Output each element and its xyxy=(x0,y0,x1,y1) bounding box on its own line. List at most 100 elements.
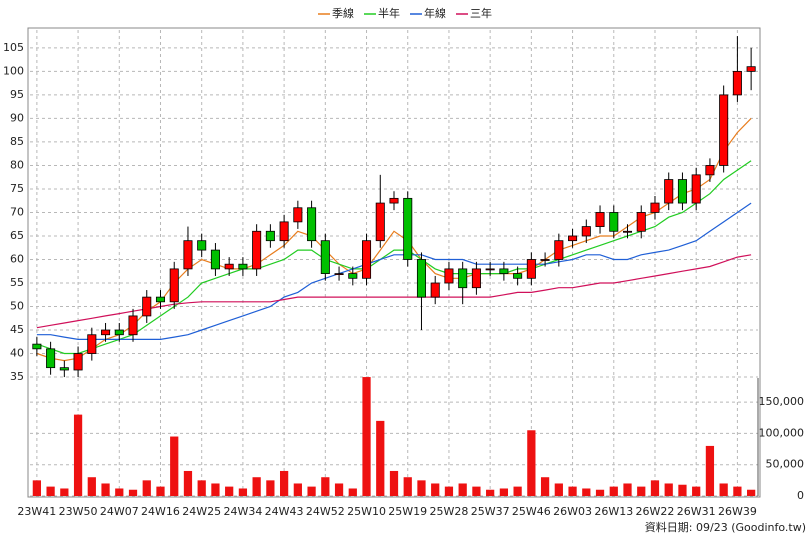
x-tick-label: 26W22 xyxy=(636,505,675,518)
y-tick-label: 105 xyxy=(3,41,24,54)
x-tick-label: 24W52 xyxy=(306,505,345,518)
candle-body xyxy=(526,259,536,279)
x-tick-label: 24W16 xyxy=(141,505,180,518)
volume-bar xyxy=(60,488,69,496)
volume-bar xyxy=(554,483,563,496)
x-tick-label: 26W13 xyxy=(594,505,633,518)
volume-bar xyxy=(321,477,330,496)
volume-bar xyxy=(266,480,275,496)
candle-body xyxy=(142,296,152,317)
x-tick-label: 24W07 xyxy=(100,505,139,518)
y-tick-label: 70 xyxy=(10,205,24,218)
volume-bar xyxy=(595,489,605,496)
legend-label: 年線 xyxy=(424,6,446,20)
candle-body xyxy=(197,240,207,251)
candle-body xyxy=(746,66,756,72)
volume-bar xyxy=(334,483,344,496)
volume-bar xyxy=(513,486,522,496)
volume-bar xyxy=(678,484,687,496)
volume-bar xyxy=(527,430,536,496)
candle-body xyxy=(513,273,523,279)
volume-bar xyxy=(115,488,124,496)
x-tick-label: 24W34 xyxy=(223,505,262,518)
volume-bar xyxy=(128,489,138,496)
volume-tick-label: 100,000 xyxy=(759,426,805,439)
volume-bar xyxy=(637,486,646,496)
candle-body xyxy=(705,165,715,176)
volume-bar xyxy=(307,486,316,496)
volume-bar xyxy=(279,470,289,496)
x-tick-label: 23W41 xyxy=(17,505,56,518)
volume-bar xyxy=(142,480,151,496)
candle-body xyxy=(650,202,660,213)
volume-bar xyxy=(417,480,426,496)
volume-bar xyxy=(403,477,412,496)
volume-bar xyxy=(87,477,96,496)
volume-bar xyxy=(705,445,715,496)
candle-body xyxy=(334,273,344,276)
volume-bar xyxy=(692,486,701,496)
volume-bar xyxy=(389,470,399,496)
volume-tick-label: 0 xyxy=(797,489,804,502)
volume-bar xyxy=(719,483,728,496)
legend-label: 半年 xyxy=(378,6,400,20)
volume-bar xyxy=(650,480,660,496)
candle-body xyxy=(732,70,742,96)
candle-body xyxy=(471,268,481,289)
volume-bar xyxy=(540,477,550,496)
x-tick-label: 23W50 xyxy=(59,505,98,518)
y-tick-label: 75 xyxy=(10,182,24,195)
y-tick-label: 65 xyxy=(10,229,24,242)
y-tick-label: 90 xyxy=(10,111,24,124)
candle-body xyxy=(320,240,330,274)
y-tick-label: 35 xyxy=(10,370,24,383)
volume-bar xyxy=(499,488,509,496)
volume-bar xyxy=(444,486,454,496)
volume-bar xyxy=(225,486,234,496)
candle-body xyxy=(362,240,372,279)
candle-body xyxy=(59,367,69,371)
volume-bar xyxy=(156,486,165,496)
candle-body xyxy=(485,268,495,271)
y-tick-label: 40 xyxy=(10,347,24,360)
volume-bar xyxy=(733,486,742,496)
volume-bar xyxy=(568,486,577,496)
volume-bar xyxy=(197,480,206,496)
candle-body xyxy=(46,348,56,369)
volume-bar xyxy=(252,477,261,496)
candle-body xyxy=(307,207,317,242)
volume-bar xyxy=(376,420,385,496)
candle-body xyxy=(32,343,42,350)
y-tick-label: 50 xyxy=(10,300,24,313)
x-tick-label: 26W39 xyxy=(718,505,757,518)
volume-bar xyxy=(73,414,83,496)
source-note: 資料日期: 09/23 (Goodinfo.tw) xyxy=(645,520,806,534)
y-tick-label: 95 xyxy=(10,88,24,101)
candle-body xyxy=(265,230,275,242)
volume-tick-label: 50,000 xyxy=(766,458,805,471)
candle-body xyxy=(155,296,166,303)
x-tick-label: 25W46 xyxy=(512,505,551,518)
candle-body xyxy=(348,273,358,279)
volume-bar xyxy=(362,377,371,496)
x-tick-label: 26W31 xyxy=(677,505,716,518)
volume-bar xyxy=(348,488,357,496)
volume-bar xyxy=(101,483,110,496)
candle-body xyxy=(375,202,385,242)
volume-bar xyxy=(582,488,591,496)
y-tick-label: 85 xyxy=(10,135,24,148)
volume-bar xyxy=(486,489,495,496)
candle-body xyxy=(238,263,248,270)
volume-bar xyxy=(183,470,193,496)
volume-bar xyxy=(431,483,440,496)
x-tick-label: 25W28 xyxy=(430,505,469,518)
volume-bar xyxy=(664,483,673,496)
volume-bar xyxy=(211,483,220,496)
candle-body xyxy=(128,315,138,336)
candle-body xyxy=(499,268,509,275)
candle-body xyxy=(87,334,97,354)
candle-body xyxy=(444,268,454,284)
candle-body xyxy=(458,268,468,289)
candle-body xyxy=(293,207,303,223)
volume-bar xyxy=(458,483,467,496)
